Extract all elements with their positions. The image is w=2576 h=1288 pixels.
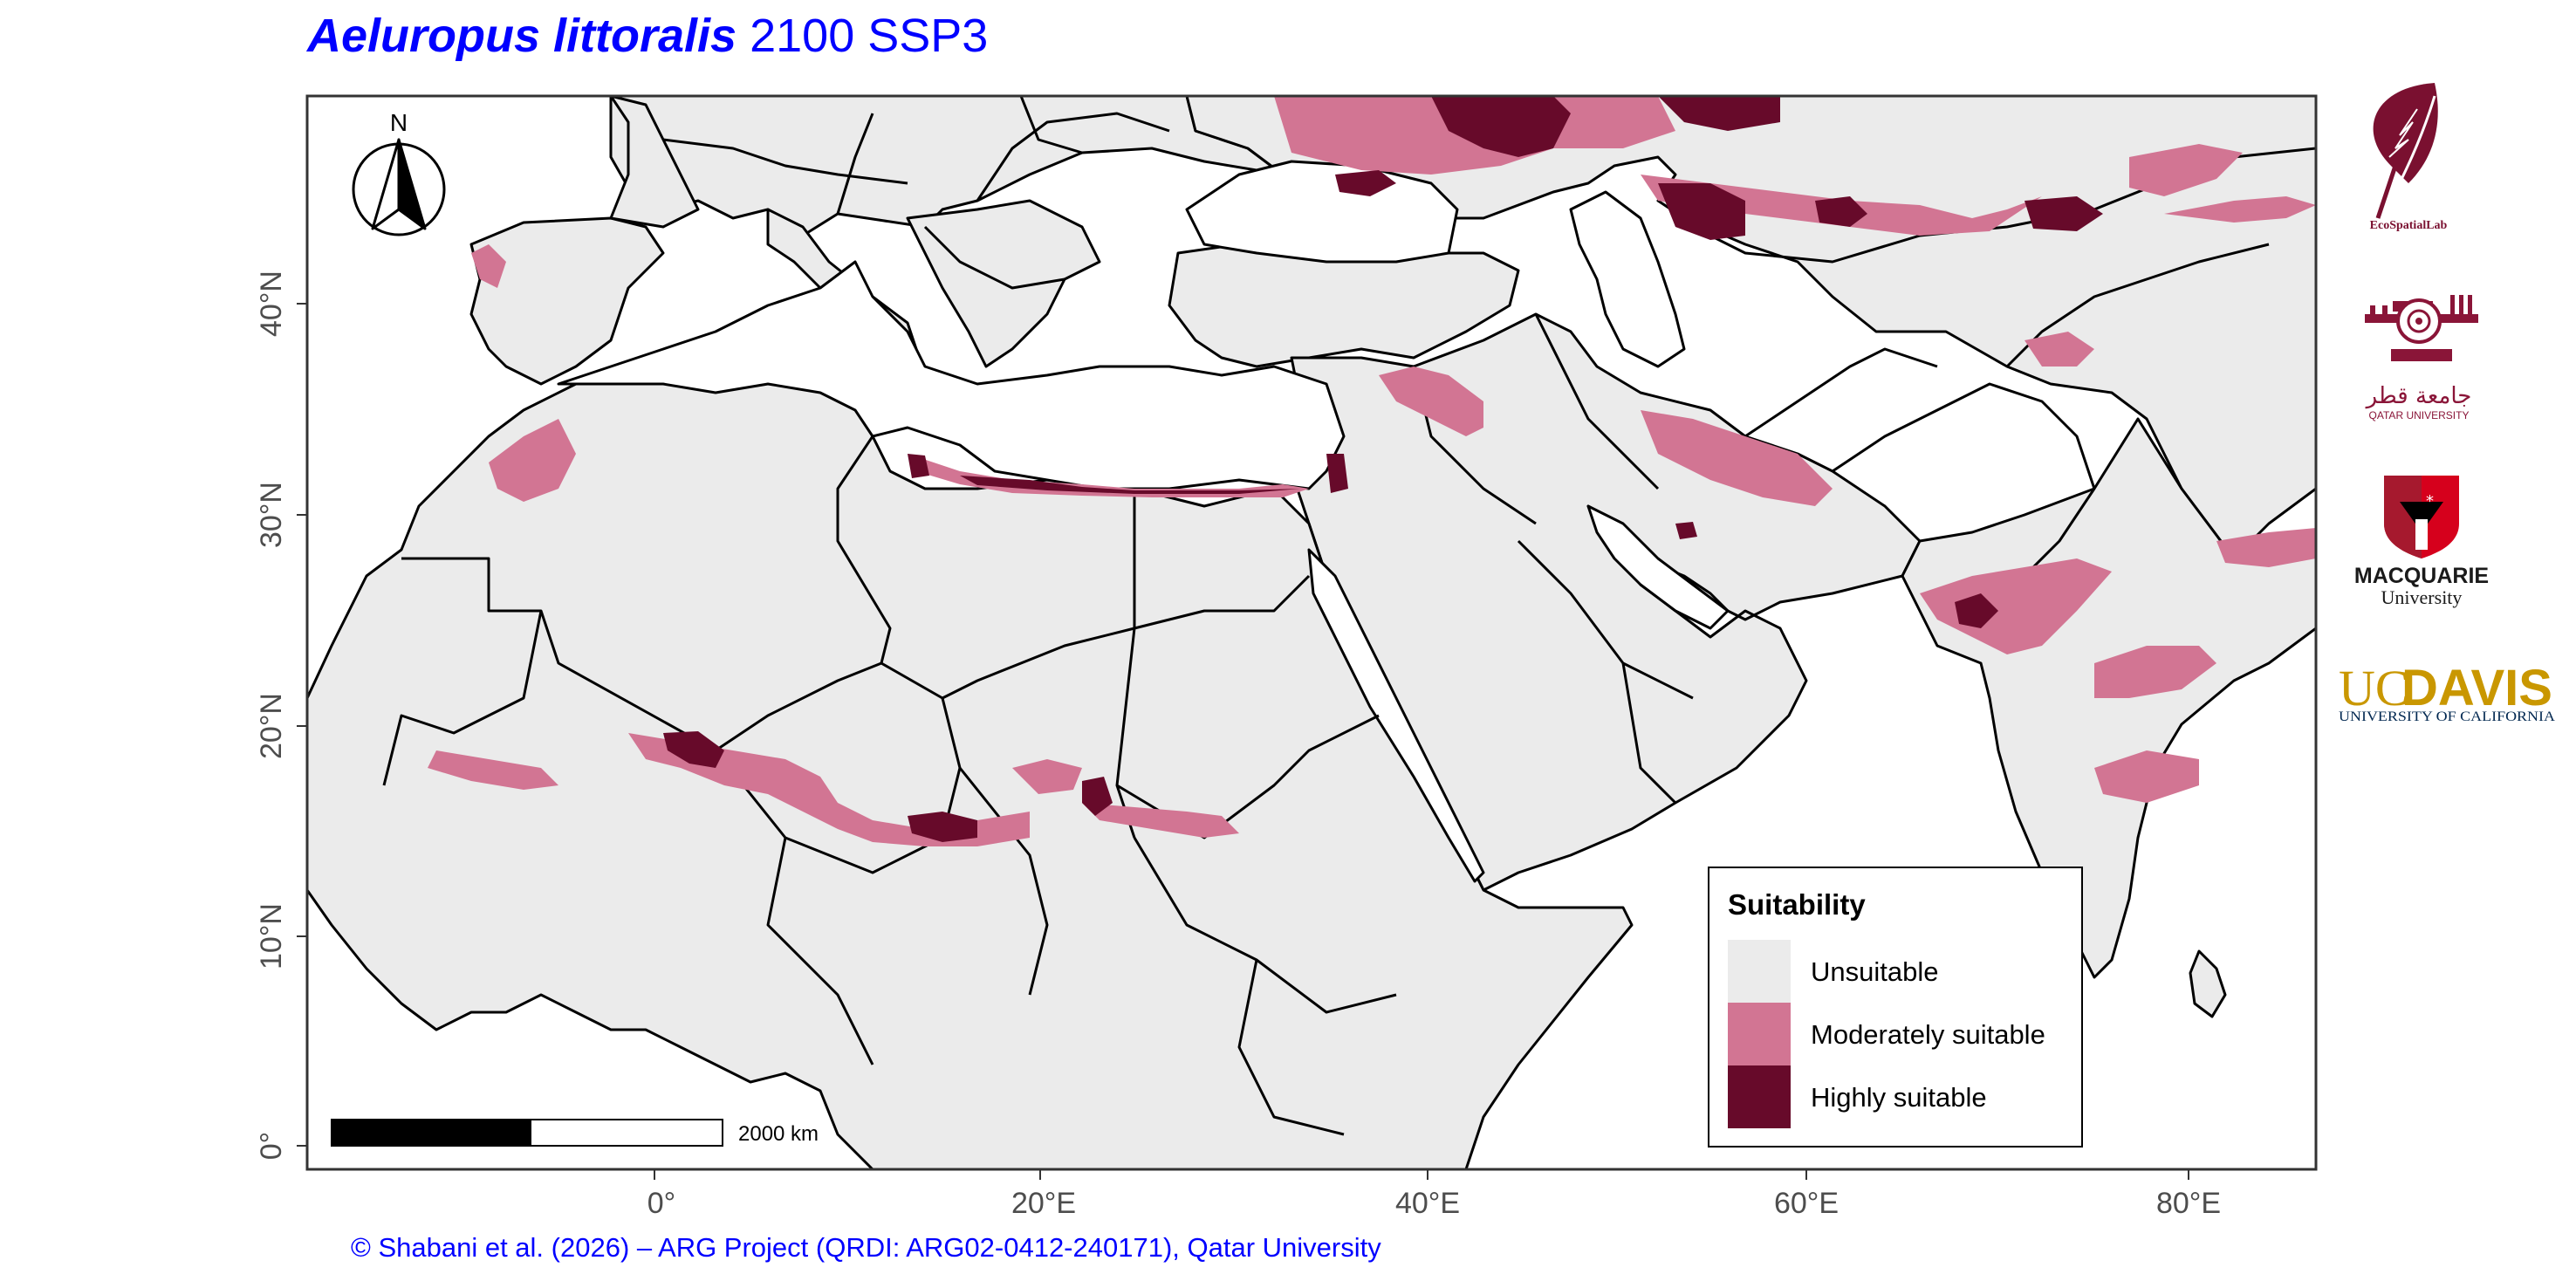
mediterranean-sea bbox=[557, 260, 1346, 490]
lon-label-0: 0° bbox=[647, 1187, 676, 1220]
land-layer bbox=[307, 96, 2316, 1169]
title-scenario: 2100 SSP3 bbox=[750, 10, 989, 62]
lon-label-40e: 40°E bbox=[1395, 1187, 1460, 1220]
map-content bbox=[307, 96, 2316, 1169]
persian-gulf bbox=[1586, 504, 1730, 630]
lat-label-40n: 40°N bbox=[255, 271, 288, 337]
lon-label-60e: 60°E bbox=[1774, 1187, 1839, 1220]
lat-label-10n: 10°N bbox=[255, 903, 288, 969]
lat-label-0: 0° bbox=[255, 1132, 288, 1161]
scale-bar: 2000 km bbox=[331, 1119, 819, 1147]
north-arrow-label: N bbox=[390, 109, 408, 136]
macquarie-text: MACQUARIE bbox=[2354, 564, 2489, 588]
north-arrow: N bbox=[352, 109, 446, 236]
qatar-university-text-ar: جامعة قطر bbox=[2365, 383, 2472, 409]
macquarie-subtext: University bbox=[2381, 586, 2463, 608]
moderate-suitability-layer bbox=[428, 96, 2316, 846]
lat-label-20n: 20°N bbox=[255, 693, 288, 759]
legend-swatch-moderate bbox=[1728, 1003, 1791, 1065]
legend-title: Suitability bbox=[1728, 888, 1866, 921]
caspian-sea bbox=[1569, 190, 1686, 368]
qatar-university-logo: جامعة قطر QATAR UNIVERSITY bbox=[2365, 295, 2478, 421]
macquarie-university-logo: * MACQUARIE University bbox=[2354, 476, 2489, 608]
ucdavis-uc-text: UC bbox=[2339, 660, 2409, 716]
ecospatiallab-logo: EcoSpatialLab bbox=[2370, 83, 2448, 232]
lon-axis: 0° 20°E 40°E 60°E 80°E bbox=[647, 1169, 2221, 1220]
credit-line: © Shabani et al. (2026) – ARG Project (Q… bbox=[351, 1232, 1381, 1263]
ecospatiallab-text: EcoSpatialLab bbox=[2370, 219, 2448, 232]
ucdavis-davis-text: DAVIS bbox=[2401, 660, 2552, 716]
red-sea bbox=[1307, 548, 1485, 883]
legend-label-moderate: Moderately suitable bbox=[1811, 1019, 2045, 1050]
scale-bar-label: 2000 km bbox=[738, 1122, 819, 1146]
sri-lanka-land bbox=[2189, 949, 2227, 1018]
high-suitability-layer bbox=[663, 96, 2103, 842]
svg-text:*: * bbox=[2426, 492, 2434, 510]
legend-swatch-unsuitable bbox=[1728, 940, 1791, 1003]
qatar-university-text: QATAR UNIVERSITY bbox=[2369, 409, 2470, 421]
map-title: Aeluropus littoralis 2100 SSP3 bbox=[307, 9, 988, 63]
legend-label-high: Highly suitable bbox=[1811, 1082, 1987, 1113]
title-species: Aeluropus littoralis bbox=[307, 10, 737, 62]
lon-label-80e: 80°E bbox=[2156, 1187, 2221, 1220]
lon-label-20e: 20°E bbox=[1011, 1187, 1076, 1220]
lat-axis: 40°N 30°N 20°N 10°N 0° bbox=[255, 271, 307, 1160]
lat-label-30n: 30°N bbox=[255, 482, 288, 548]
legend-swatch-high bbox=[1728, 1065, 1791, 1128]
france-land bbox=[609, 96, 700, 229]
ucdavis-logo: UC DAVIS UNIVERSITY OF CALIFORNIA bbox=[2339, 660, 2555, 724]
legend: Suitability Unsuitable Moderately suitab… bbox=[1708, 867, 2083, 1148]
legend-label-unsuitable: Unsuitable bbox=[1811, 956, 1938, 987]
map-frame bbox=[305, 94, 2318, 1171]
ucdavis-subtext: UNIVERSITY OF CALIFORNIA bbox=[2339, 709, 2555, 724]
